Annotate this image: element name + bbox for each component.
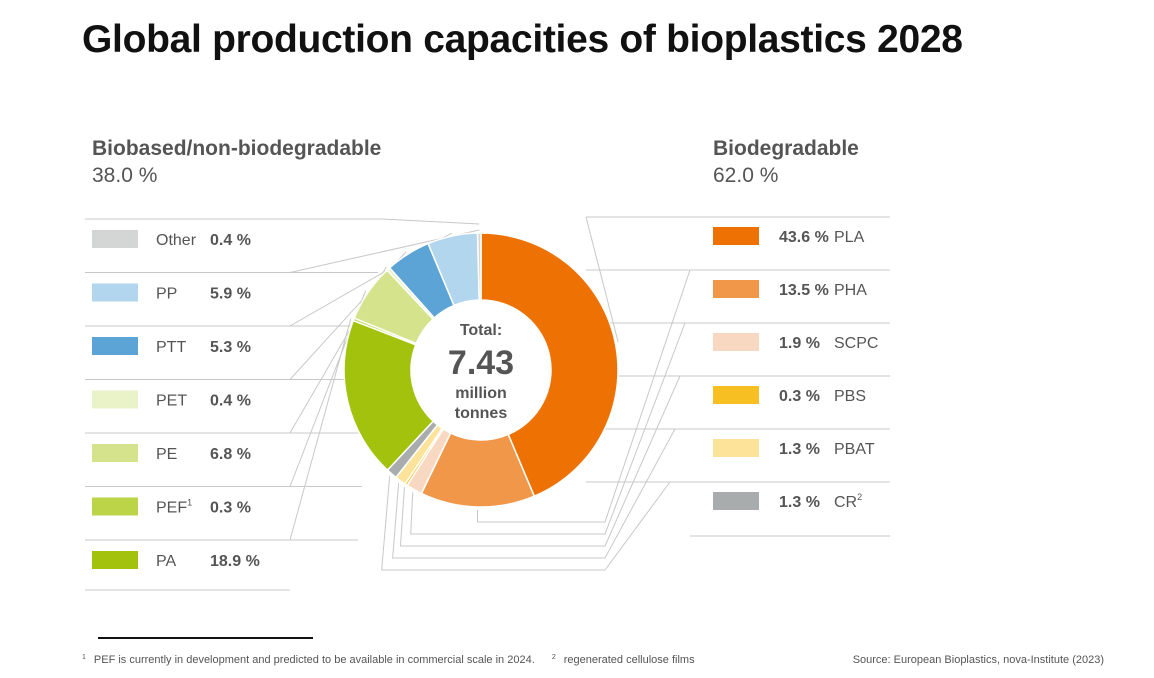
- slice-pla: [480, 232, 619, 498]
- total-value: 7.43: [448, 344, 514, 382]
- leader-pla: [585, 216, 619, 343]
- leader-top-other: [381, 218, 480, 225]
- legend-swatch-pe: [92, 444, 138, 462]
- group-header-biodegradable: Biodegradable 62.0 %: [713, 135, 859, 189]
- legend-label-pha: PHA: [834, 282, 867, 299]
- leader-lines: [85, 216, 890, 591]
- legend-label-pef: PEF1: [156, 498, 192, 517]
- legend-value-other: 0.4 %: [210, 232, 251, 249]
- leader-pbs: [399, 375, 681, 547]
- slice-pa: [343, 319, 435, 472]
- footnotes: 1 PEF is currently in development and pre…: [82, 654, 695, 666]
- footnote-1-mark: 1: [82, 654, 86, 661]
- total-unit-line1: million: [455, 385, 507, 402]
- legend-value-pef: 0.3 %: [210, 500, 251, 517]
- legend-swatch-pef: [92, 497, 138, 516]
- legend-swatch-other: [92, 230, 138, 248]
- leader-pbat: [392, 428, 676, 559]
- leader-pha: [476, 269, 691, 523]
- leader-cr: [381, 476, 671, 571]
- footnote-1: PEF is currently in development and pred…: [93, 654, 535, 666]
- group-share-biodegradable: 62.0 %: [713, 164, 779, 187]
- legend-swatch-scpc: [713, 333, 759, 351]
- legend-label-other: Other: [156, 232, 197, 249]
- legend-label-scpc: SCPC: [834, 335, 878, 352]
- legend-value-cr: 1.3 %: [779, 494, 820, 511]
- legend-value-pha: 13.5 %: [779, 282, 829, 299]
- legend-swatch-pha: [713, 280, 759, 298]
- legend-swatch-pbat: [713, 439, 759, 457]
- donut-center: Total: 7.43 million tonnes: [448, 322, 514, 422]
- legend-value-ptt: 5.3 %: [210, 339, 251, 356]
- legend-value-pbat: 1.3 %: [779, 441, 820, 458]
- group-header-biobased: Biobased/non-biodegradable 38.0 %: [92, 135, 381, 189]
- legend-label-pe: PE: [156, 446, 177, 463]
- legend-swatch-pla: [713, 227, 759, 245]
- legend-label-pbat: PBAT: [834, 441, 875, 458]
- legend-swatch-pa: [92, 551, 138, 569]
- legend-label-cr: CR2: [834, 492, 862, 511]
- legend-value-pe: 6.8 %: [210, 446, 251, 463]
- legend-swatch-cr: [713, 492, 759, 510]
- footnote-2-mark: 2: [551, 654, 556, 661]
- total-unit-line2: tonnes: [455, 405, 508, 422]
- legend-swatch-ptt: [92, 337, 138, 355]
- chart-title: Global production capacities of bioplast…: [82, 18, 963, 61]
- donut-slices: [343, 232, 619, 508]
- legend-value-pa: 18.9 %: [210, 553, 260, 570]
- group-share-biobased: 38.0 %: [92, 164, 158, 187]
- legend-label-pet: PET: [156, 393, 187, 410]
- footnote-2: regenerated cellulose films: [563, 654, 695, 666]
- group-name-biodegradable: Biodegradable: [713, 137, 859, 160]
- legend-label-pbs: PBS: [834, 388, 866, 405]
- legend-value-pet: 0.4 %: [210, 393, 251, 410]
- legend-label-pa: PA: [156, 553, 176, 570]
- legend-value-pla: 43.6 %: [779, 229, 829, 246]
- legend-swatch-pp: [92, 283, 138, 302]
- legend-value-pbs: 0.3 %: [779, 388, 820, 405]
- legend-label-pla: PLA: [834, 229, 865, 246]
- footnote-rule: [98, 637, 313, 639]
- slice-other: [476, 232, 482, 301]
- source-note: Source: European Bioplastics, nova-Insti…: [852, 654, 1104, 666]
- legend: 43.6 % PLA 13.5 % PHA 1.9 % SCPC 0.3 % PBS 1.3 %…: [92, 227, 878, 570]
- legend-label-pp: PP: [156, 286, 177, 303]
- legend-label-ptt: PTT: [156, 339, 186, 356]
- legend-swatch-pet: [92, 390, 138, 409]
- legend-value-pp: 5.9 %: [210, 286, 251, 303]
- legend-swatch-pbs: [713, 386, 759, 404]
- group-name-biobased: Biobased/non-biodegradable: [92, 137, 382, 160]
- total-label: Total:: [460, 322, 502, 339]
- legend-value-scpc: 1.9 %: [779, 335, 820, 352]
